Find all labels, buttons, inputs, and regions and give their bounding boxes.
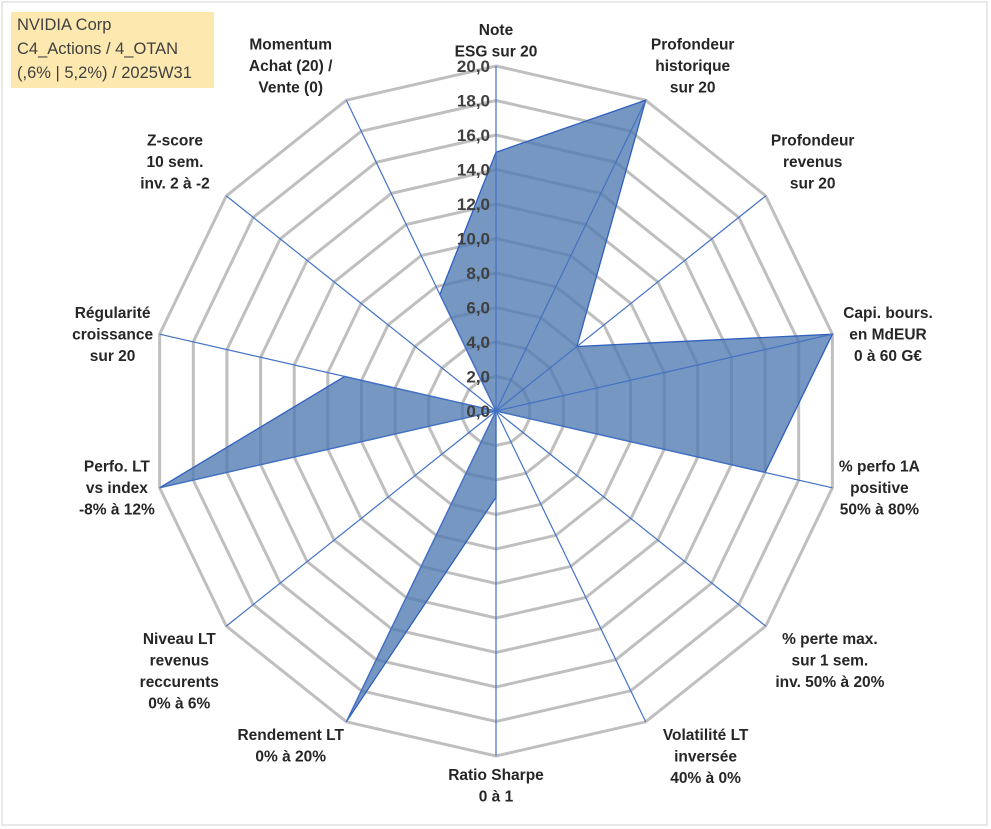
tick-label: 18,0 xyxy=(457,92,490,111)
axis-label-line: 0 à 1 xyxy=(479,789,514,806)
axis-label-line: Profondeur xyxy=(651,37,735,54)
axis-label-line: revenus xyxy=(150,653,209,670)
axis-label-line: vs index xyxy=(86,480,148,497)
axis-label: Ratio Sharpe 0 à 1 xyxy=(448,767,544,806)
axis-spoke xyxy=(159,333,497,412)
axis-label: Niveau LT revenus reccurents 0% à 6% xyxy=(140,631,219,713)
axis-label-line: Profondeur xyxy=(771,132,855,149)
axis-label-line: revenus xyxy=(783,154,842,171)
axis-label: Perfo. LT vs index -8% à 12% xyxy=(79,459,155,519)
axis-label-line: Z-score xyxy=(147,132,203,149)
axis-spoke xyxy=(345,99,497,412)
axis-spoke xyxy=(495,195,767,412)
chart-title-line: (,6% | 5,2%) / 2025W31 xyxy=(17,64,192,82)
axis-label-line: 0% à 6% xyxy=(148,696,210,713)
axis-label: Z-score 10 sem. inv. 2 à -2 xyxy=(140,132,210,192)
axis-label-line: Momentum xyxy=(249,37,332,54)
chart-title-line: NVIDIA Corp xyxy=(17,16,112,34)
axis-label-line: 40% à 0% xyxy=(670,770,741,787)
tick-label: 20,0 xyxy=(457,57,490,76)
tick-label: 4,0 xyxy=(466,333,490,352)
axis-label-line: Vente (0) xyxy=(258,80,323,97)
axis-label-line: 0% à 20% xyxy=(255,748,326,765)
tick-label: 14,0 xyxy=(457,161,490,180)
axis-label-line: % perte max. xyxy=(782,631,878,648)
axis-label-line: historique xyxy=(655,58,730,75)
axis-label: Profondeur revenus sur 20 xyxy=(771,132,855,192)
axis-label-line: inv. 50% à 20% xyxy=(775,674,884,691)
axis-label-line: Régularité xyxy=(75,305,151,322)
chart-title-box: NVIDIA Corp C4_Actions / 4_OTAN (,6% | 5… xyxy=(11,12,214,88)
axis-label: Note ESG sur 20 xyxy=(455,22,538,61)
axis-label-line: sur 1 sem. xyxy=(792,653,869,670)
axis-spoke xyxy=(225,410,497,627)
axis-label-line: Note xyxy=(479,22,514,39)
axis-label-line: Rendement LT xyxy=(237,727,344,744)
axis-label: Profondeur historique sur 20 xyxy=(651,37,735,97)
axis-label-line: inversée xyxy=(674,748,737,765)
axis-label: Rendement LT 0% à 20% xyxy=(237,727,344,766)
axis-label-line: positive xyxy=(850,480,909,497)
tick-label: 10,0 xyxy=(457,230,490,249)
axis-label-line: sur 20 xyxy=(670,80,716,97)
axis-spoke xyxy=(495,410,767,627)
axis-spoke xyxy=(345,410,497,723)
axis-label-line: -8% à 12% xyxy=(79,502,155,519)
axis-label-line: % perfo 1A xyxy=(839,459,920,476)
tick-label: 12,0 xyxy=(457,195,490,214)
axis-label-line: inv. 2 à -2 xyxy=(140,175,210,192)
axis-label-line: Perfo. LT xyxy=(84,459,151,476)
axis-spoke xyxy=(159,410,497,489)
axis-label-line: Niveau LT xyxy=(143,631,216,648)
axis-spoke xyxy=(495,410,833,489)
axis-spoke xyxy=(495,410,647,723)
axis-label-line: en MdEUR xyxy=(849,327,927,344)
axis-label-line: Ratio Sharpe xyxy=(448,767,544,784)
axis-label: % perte max. sur 1 sem. inv. 50% à 20% xyxy=(775,631,884,691)
axis-label-line: 50% à 80% xyxy=(840,502,919,519)
axis-spoke xyxy=(495,333,833,412)
axis-label-line: reccurents xyxy=(140,674,219,691)
axis-label: Régularité croissance sur 20 xyxy=(72,305,153,365)
axis-label: Momentum Achat (20) / Vente (0) xyxy=(249,37,333,97)
axis-label-line: sur 20 xyxy=(90,348,136,365)
axis-label-line: Achat (20) / xyxy=(249,58,333,75)
axis-spoke xyxy=(225,195,497,412)
chart-title-line: C4_Actions / 4_OTAN xyxy=(17,40,179,58)
axis-label: % perfo 1A positive 50% à 80% xyxy=(839,459,920,519)
axis-label-line: sur 20 xyxy=(790,175,836,192)
axis-label-line: 0 à 60 G€ xyxy=(854,348,922,365)
tick-label: 8,0 xyxy=(466,264,490,283)
axis-label: Capi. bours. en MdEUR 0 à 60 G€ xyxy=(843,305,933,365)
axis-label-line: Volatilité LT xyxy=(663,727,749,744)
axis-label-line: croissance xyxy=(72,327,153,344)
axis-label-line: ESG sur 20 xyxy=(455,44,538,61)
axis-label: Volatilité LT inversée 40% à 0% xyxy=(663,727,749,787)
axis-spoke xyxy=(495,99,647,412)
tick-label: 0,0 xyxy=(466,402,490,421)
axis-label-line: 10 sem. xyxy=(147,154,204,171)
tick-label: 16,0 xyxy=(457,126,490,145)
tick-label: 6,0 xyxy=(466,299,490,318)
axis-label-line: Capi. bours. xyxy=(843,305,933,322)
tick-label: 2,0 xyxy=(466,368,490,387)
